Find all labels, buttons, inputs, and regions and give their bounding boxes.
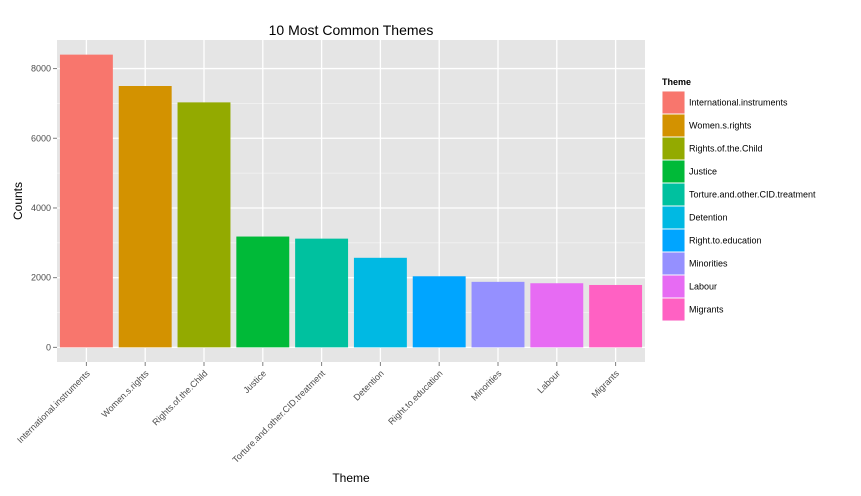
bar [412, 276, 466, 348]
legend-swatch [662, 229, 685, 252]
legend-label: Migrants [689, 305, 724, 315]
x-tick-label: International.instruments [15, 368, 92, 445]
y-tick-label: 0 [46, 342, 51, 352]
legend-swatch [662, 183, 685, 206]
legend-swatch [662, 252, 685, 275]
legend-swatch [662, 114, 685, 137]
y-tick-label: 4000 [31, 203, 51, 213]
bar [353, 257, 407, 348]
chart-title: 10 Most Common Themes [269, 22, 434, 38]
legend-label: International.instruments [689, 98, 788, 108]
bars [59, 54, 643, 348]
legend-label: Minorities [689, 259, 728, 269]
bar [118, 86, 172, 348]
x-tick-label: Labour [535, 368, 562, 395]
x-axis: International.instruments Women.s.rights R… [15, 362, 621, 465]
y-tick-label: 8000 [31, 64, 51, 74]
legend-swatch [662, 91, 685, 114]
legend-swatch [662, 137, 685, 160]
x-axis-title: Theme [332, 471, 370, 485]
legend-label: Right.to.education [689, 236, 762, 246]
legend: Theme International.instruments Women.s.r… [661, 77, 816, 322]
legend-swatch [662, 275, 685, 298]
y-tick-label: 2000 [31, 273, 51, 283]
x-tick-label: Torture.and.other.CID.treatment [230, 368, 327, 465]
x-tick-label: Migrants [590, 368, 622, 400]
x-tick-label: Justice [241, 368, 268, 395]
bar [589, 284, 643, 348]
legend-label: Women.s.rights [689, 121, 752, 131]
x-tick-label: Rights.of.the.Child [150, 368, 209, 427]
legend-label: Justice [689, 167, 717, 177]
legend-label: Labour [689, 282, 717, 292]
bar [530, 283, 584, 348]
bar [295, 238, 349, 348]
bar [177, 102, 231, 348]
y-axis: 0 2000 4000 6000 8000 [31, 64, 57, 352]
legend-swatch [662, 206, 685, 229]
y-axis-title: Counts [11, 182, 25, 220]
bar [236, 236, 290, 348]
bar [59, 54, 113, 348]
legend-title: Theme [662, 77, 691, 87]
x-tick-label: Women.s.rights [99, 368, 151, 420]
legend-swatch [662, 160, 685, 183]
legend-label: Torture.and.other.CID.treatment [689, 190, 816, 200]
legend-label: Detention [689, 213, 728, 223]
x-tick-label: Detention [351, 368, 385, 402]
x-tick-label: Minorities [469, 368, 504, 403]
x-tick-label: Right.to.education [386, 368, 444, 426]
legend-swatch [662, 298, 685, 321]
legend-label: Rights.of.the.Child [689, 144, 763, 154]
bar [471, 281, 525, 348]
y-tick-label: 6000 [31, 133, 51, 143]
